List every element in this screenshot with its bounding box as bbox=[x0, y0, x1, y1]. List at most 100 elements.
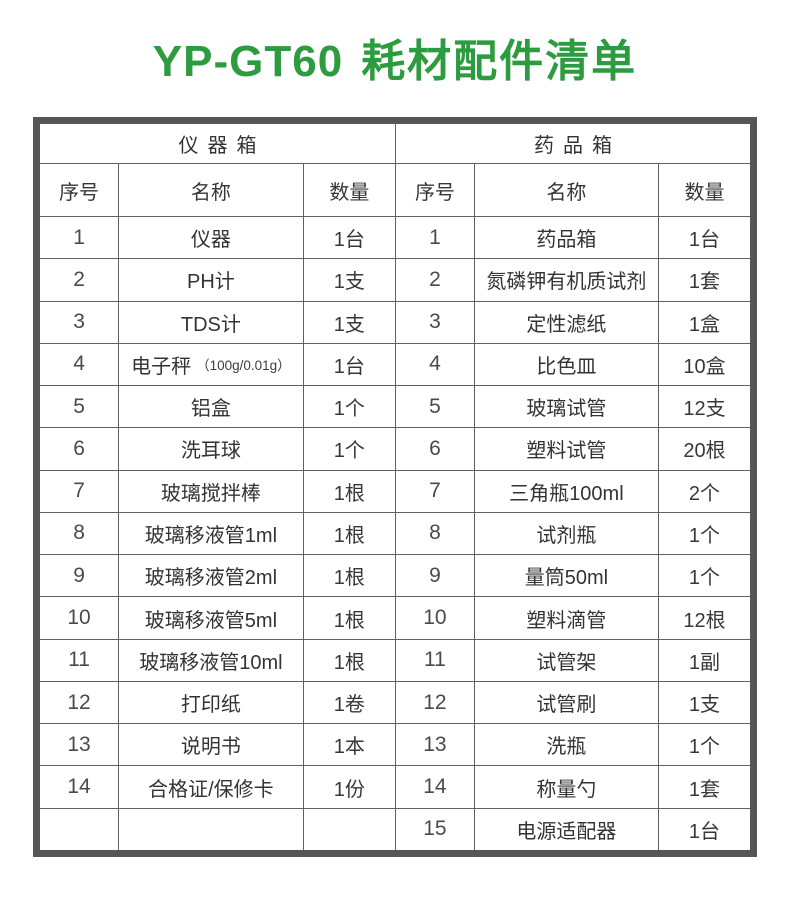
instrument-box-body: 1 仪器 1台 2 PH计 1支 3 TDS计 1支 4 电子秤 （100g/0.01g） 1台 5 铝盒 1… bbox=[40, 217, 395, 850]
row-number: 7 bbox=[73, 479, 85, 503]
item-quantity: 1套 bbox=[657, 766, 750, 808]
table-row: 5 玻璃试管 12支 bbox=[396, 385, 750, 428]
item-quantity: 1份 bbox=[302, 766, 395, 808]
item-quantity: 20根 bbox=[657, 428, 750, 470]
item-name: 量筒50ml bbox=[473, 555, 658, 597]
row-number: 15 bbox=[423, 817, 447, 841]
item-quantity: 1根 bbox=[302, 639, 395, 681]
row-number: 2 bbox=[429, 267, 441, 291]
row-number: 3 bbox=[73, 310, 85, 334]
item-name: 玻璃移液管5ml bbox=[118, 597, 303, 639]
table-row: 8 试剂瓶 1个 bbox=[396, 511, 750, 555]
row-number: 9 bbox=[429, 563, 441, 587]
table-row: 1 仪器 1台 bbox=[40, 217, 395, 259]
item-quantity: 1根 bbox=[302, 512, 395, 555]
table-row: 9 玻璃移液管2ml 1根 bbox=[40, 554, 395, 597]
item-name: 说明书 bbox=[118, 724, 303, 766]
item-name: 电子秤 （100g/0.01g） bbox=[118, 343, 303, 386]
table-row: 10 玻璃移液管5ml 1根 bbox=[40, 596, 395, 639]
page-title: YP-GT60 耗材配件清单 bbox=[0, 34, 790, 90]
item-name: 试管架 bbox=[473, 639, 658, 681]
item-quantity: 2个 bbox=[657, 470, 750, 512]
table-row: 10 塑料滴管 12根 bbox=[396, 596, 750, 639]
column-header-quantity: 数量 bbox=[657, 164, 750, 216]
medicine-box-caption: 药品箱 bbox=[396, 124, 750, 164]
table-row: 14 合格证/保修卡 1份 bbox=[40, 765, 395, 808]
page-title-subtitle: 耗材配件清单 bbox=[361, 37, 638, 86]
row-number: 11 bbox=[424, 648, 446, 672]
table-row: 5 铝盒 1个 bbox=[40, 385, 395, 428]
table-row: 6 塑料试管 20根 bbox=[396, 427, 750, 470]
medicine-box-header-row: 序号 名称 数量 bbox=[396, 164, 750, 217]
row-number: 14 bbox=[67, 775, 91, 799]
row-number: 13 bbox=[423, 732, 447, 756]
table-row: 13 说明书 1本 bbox=[40, 723, 395, 766]
row-number: 7 bbox=[429, 479, 441, 503]
row-number: 6 bbox=[73, 436, 85, 460]
table-row: 9 量筒50ml 1个 bbox=[396, 554, 750, 597]
item-name: 定性滤纸 bbox=[473, 301, 658, 343]
item-quantity bbox=[302, 808, 395, 850]
table-row: 8 玻璃移液管1ml 1根 bbox=[40, 511, 395, 555]
column-header-name: 名称 bbox=[473, 164, 658, 216]
item-name: 玻璃移液管1ml bbox=[118, 512, 303, 555]
table-row: 2 PH计 1支 bbox=[40, 258, 395, 301]
row-number: 13 bbox=[67, 732, 91, 756]
row-number: 1 bbox=[73, 225, 85, 249]
item-name: 玻璃搅拌棒 bbox=[118, 470, 303, 512]
column-header-number: 序号 bbox=[414, 181, 455, 204]
parts-list-board: 仪器箱 序号 名称 数量 1 仪器 1台 2 PH计 1支 3 TDS计 1支 4 电子秤 （100g… bbox=[33, 117, 757, 857]
table-row: 12 打印纸 1卷 bbox=[40, 680, 395, 724]
item-quantity: 1台 bbox=[657, 217, 750, 259]
table-row: 1 药品箱 1台 bbox=[396, 217, 750, 259]
item-quantity: 1根 bbox=[302, 597, 395, 639]
item-quantity: 1个 bbox=[657, 555, 750, 597]
item-name bbox=[118, 808, 303, 850]
item-name: PH计 bbox=[118, 259, 303, 301]
instrument-box-header-row: 序号 名称 数量 bbox=[40, 164, 395, 217]
column-header-number: 序号 bbox=[59, 181, 100, 204]
table-row: 15 电源适配器 1台 bbox=[396, 807, 750, 850]
table-row: 4 电子秤 （100g/0.01g） 1台 bbox=[40, 342, 395, 386]
item-quantity: 1台 bbox=[657, 808, 750, 850]
row-number: 5 bbox=[73, 394, 85, 418]
item-name: 仪器 bbox=[118, 217, 303, 259]
row-number: 11 bbox=[68, 648, 90, 672]
row-number: 14 bbox=[423, 775, 447, 799]
item-quantity: 1根 bbox=[302, 555, 395, 597]
item-quantity: 1个 bbox=[302, 428, 395, 470]
item-quantity: 12根 bbox=[657, 597, 750, 639]
row-number: 12 bbox=[423, 690, 447, 714]
item-name: 打印纸 bbox=[118, 681, 303, 724]
table-row: 14 称量勺 1套 bbox=[396, 765, 750, 808]
table-row: 11 玻璃移液管10ml 1根 bbox=[40, 638, 395, 681]
table-row: 4 比色皿 10盒 bbox=[396, 342, 750, 386]
row-number: 2 bbox=[73, 267, 85, 291]
item-quantity: 1本 bbox=[302, 724, 395, 766]
item-name-note: （100g/0.01g） bbox=[196, 358, 291, 374]
column-header-quantity: 数量 bbox=[302, 164, 395, 216]
item-quantity: 1个 bbox=[302, 386, 395, 428]
item-quantity: 1盒 bbox=[657, 301, 750, 343]
page-title-model: YP-GT60 bbox=[152, 37, 344, 86]
item-quantity: 1支 bbox=[657, 681, 750, 724]
item-quantity: 1个 bbox=[657, 724, 750, 766]
item-quantity: 1副 bbox=[657, 639, 750, 681]
item-quantity: 1卷 bbox=[302, 681, 395, 724]
table-row: 7 三角瓶100ml 2个 bbox=[396, 469, 750, 512]
item-quantity: 1台 bbox=[302, 217, 395, 259]
item-name: TDS计 bbox=[118, 301, 303, 343]
item-name: 玻璃试管 bbox=[473, 386, 658, 428]
item-name: 玻璃移液管10ml bbox=[118, 639, 303, 681]
item-quantity: 1支 bbox=[302, 301, 395, 343]
table-row bbox=[40, 807, 395, 850]
row-number: 12 bbox=[67, 690, 91, 714]
row-number: 10 bbox=[67, 606, 91, 630]
row-number: 6 bbox=[429, 436, 441, 460]
item-name: 洗瓶 bbox=[473, 724, 658, 766]
row-number: 4 bbox=[429, 352, 441, 376]
row-number: 5 bbox=[429, 394, 441, 418]
item-name: 合格证/保修卡 bbox=[118, 766, 303, 808]
instrument-box-table: 仪器箱 序号 名称 数量 1 仪器 1台 2 PH计 1支 3 TDS计 1支 4 电子秤 （100g… bbox=[40, 124, 395, 850]
item-name: 塑料试管 bbox=[473, 428, 658, 470]
